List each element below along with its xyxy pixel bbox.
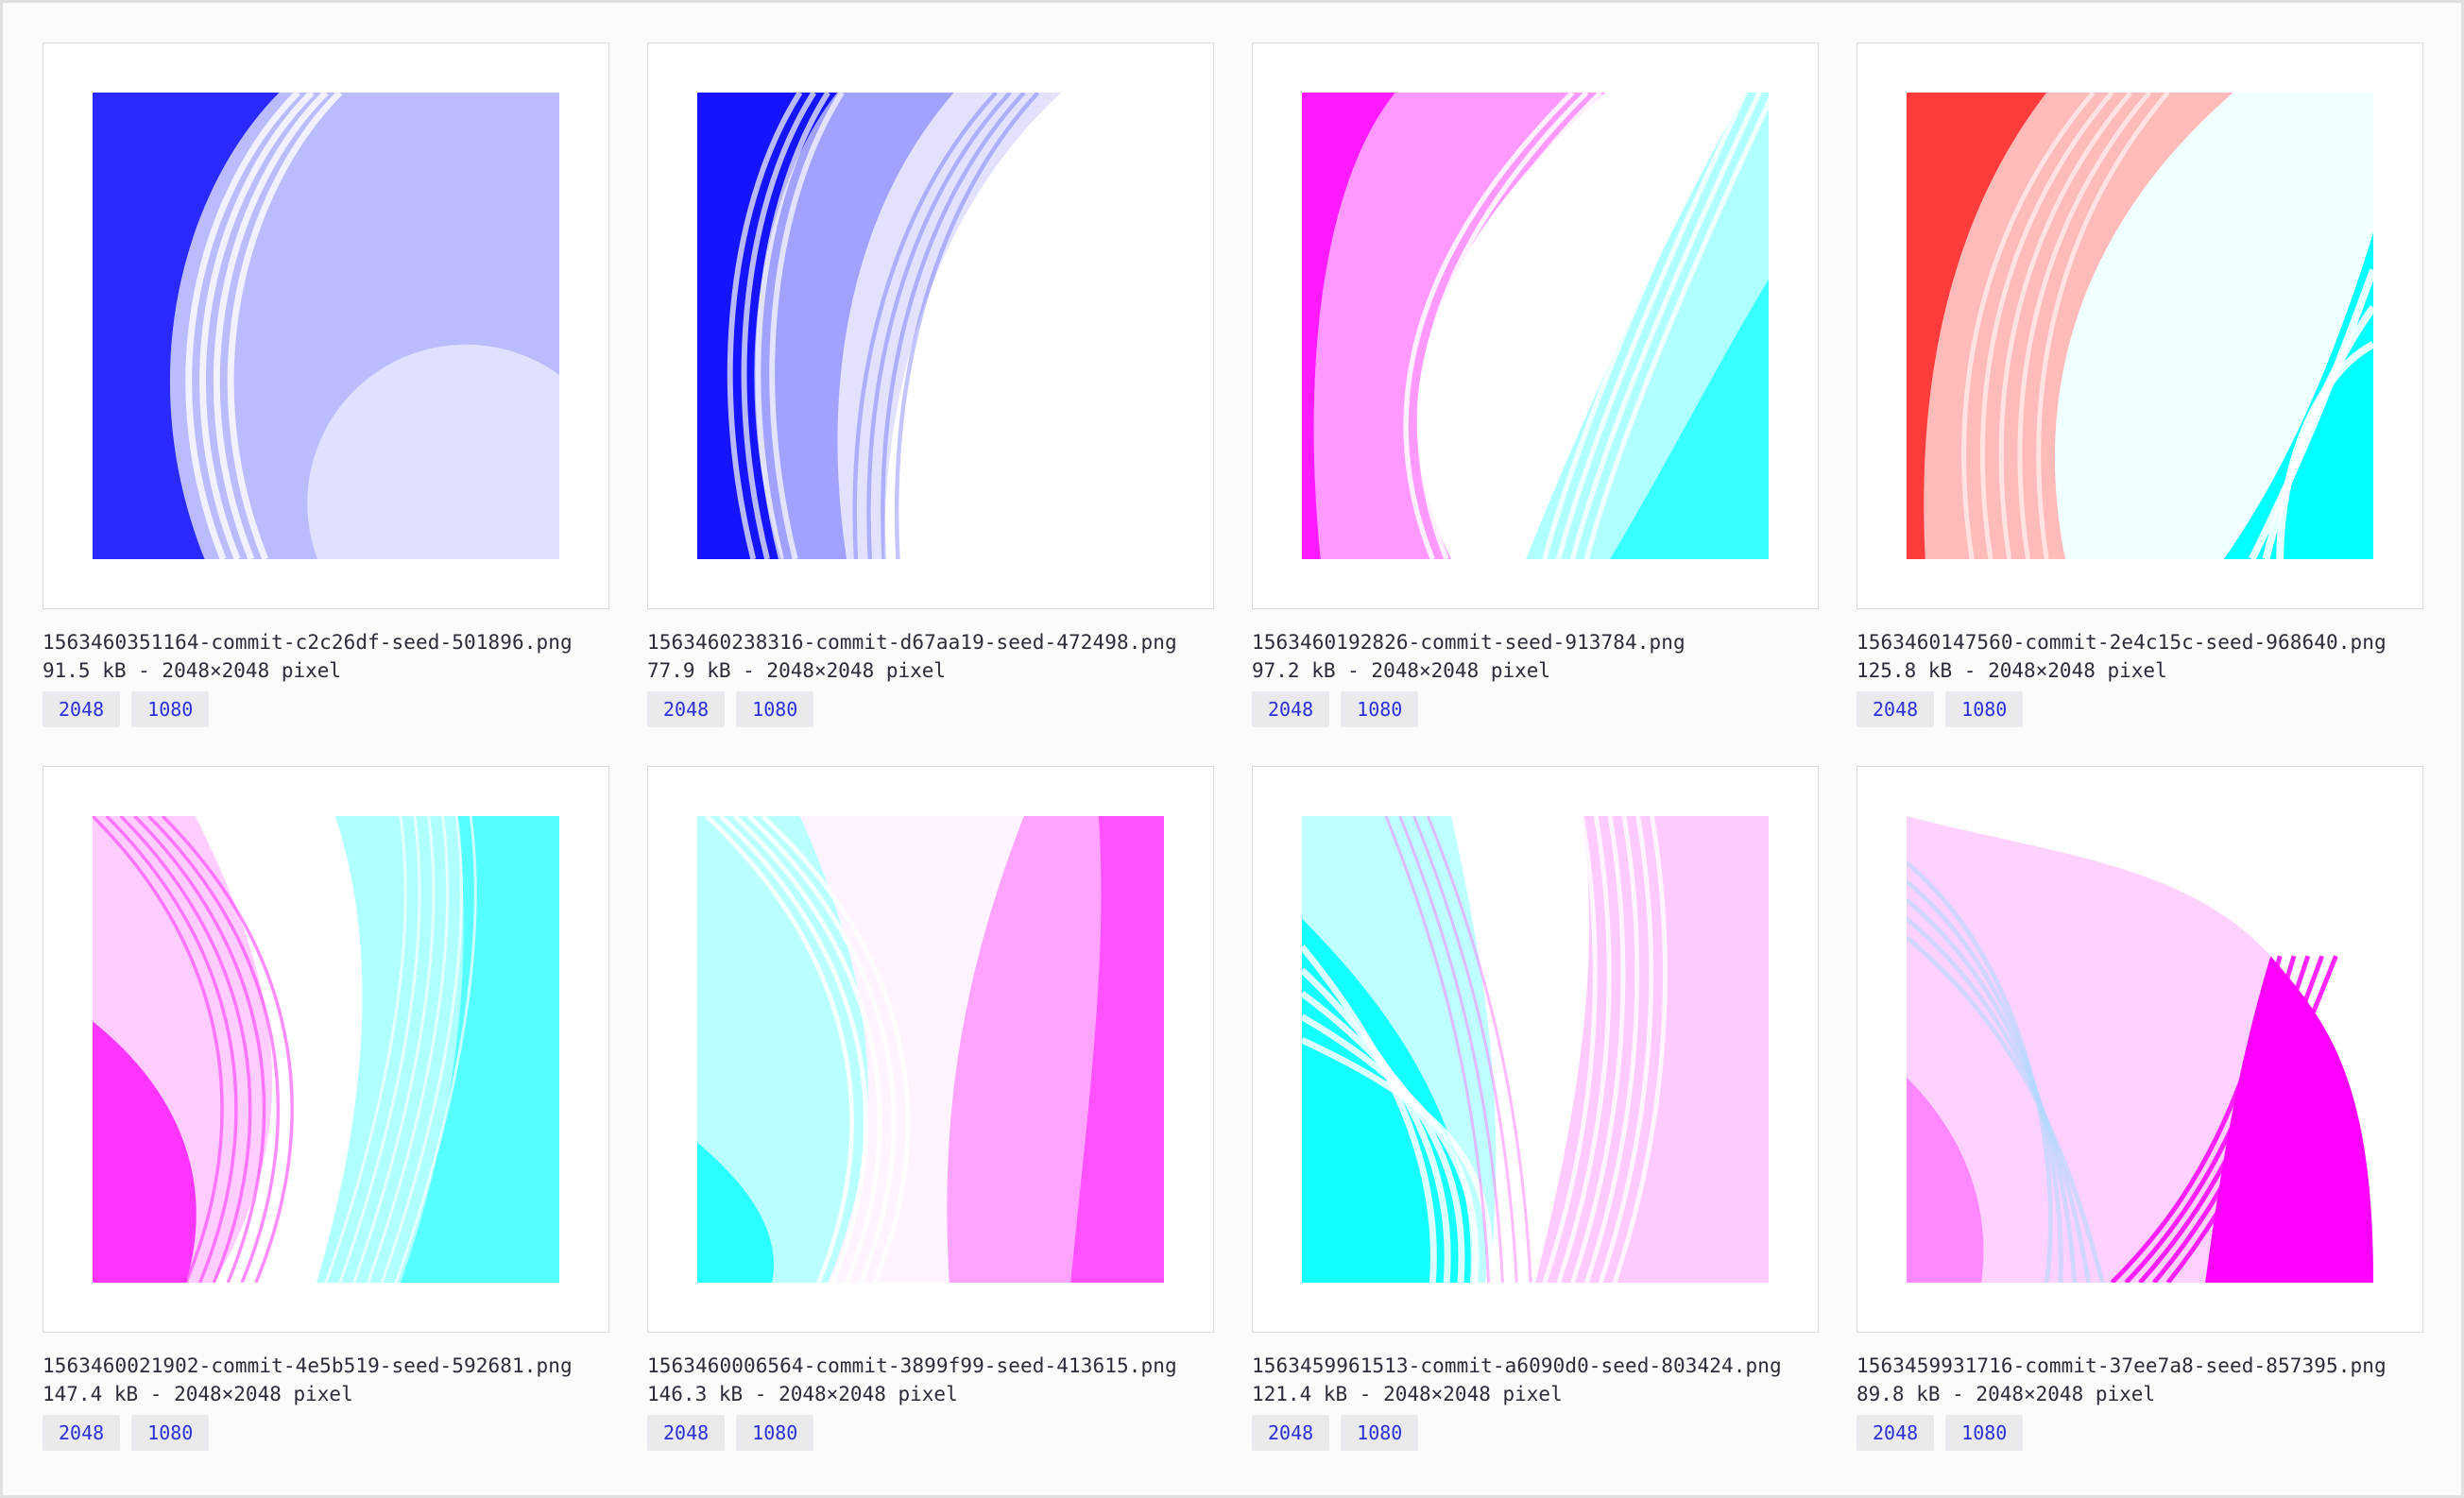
- file-meta: 97.2 kB - 2048×2048 pixel: [1252, 659, 1551, 682]
- file-meta: 89.8 kB - 2048×2048 pixel: [1857, 1383, 2156, 1405]
- artwork-thumbnail[interactable]: [1252, 766, 1819, 1333]
- file-name: 1563460006564-commit-3899f99-seed-413615…: [647, 1354, 1177, 1377]
- gallery-card: 1563460147560-commit-2e4c15c-seed-968640…: [1857, 43, 2423, 729]
- file-meta: 146.3 kB - 2048×2048 pixel: [647, 1383, 958, 1405]
- file-meta: 147.4 kB - 2048×2048 pixel: [43, 1383, 353, 1405]
- download-1080-button[interactable]: 1080: [1341, 691, 1419, 727]
- artwork-image: [697, 816, 1164, 1283]
- file-name: 1563460147560-commit-2e4c15c-seed-968640…: [1857, 631, 2387, 654]
- resolution-links: 2048 1080: [43, 1415, 609, 1453]
- gallery-card: 1563460351164-commit-c2c26df-seed-501896…: [43, 43, 609, 729]
- file-name: 1563459931716-commit-37ee7a8-seed-857395…: [1857, 1354, 2387, 1377]
- artwork-image: [93, 816, 559, 1283]
- artwork-image: [93, 93, 559, 559]
- artwork-image: [1907, 93, 2373, 559]
- gallery-card: 1563460021902-commit-4e5b519-seed-592681…: [43, 766, 609, 1453]
- download-2048-button[interactable]: 2048: [1857, 691, 1935, 727]
- file-meta: 91.5 kB - 2048×2048 pixel: [43, 659, 342, 682]
- resolution-links: 2048 1080: [1252, 1415, 1819, 1453]
- page-frame: 1563460351164-commit-c2c26df-seed-501896…: [3, 3, 2461, 1495]
- download-2048-button[interactable]: 2048: [647, 1415, 726, 1451]
- download-2048-button[interactable]: 2048: [1857, 1415, 1935, 1451]
- artwork-thumbnail[interactable]: [1857, 766, 2423, 1333]
- resolution-links: 2048 1080: [43, 691, 609, 729]
- download-1080-button[interactable]: 1080: [1945, 691, 2024, 727]
- file-meta: 77.9 kB - 2048×2048 pixel: [647, 659, 947, 682]
- gallery-card: 1563459931716-commit-37ee7a8-seed-857395…: [1857, 766, 2423, 1453]
- resolution-links: 2048 1080: [647, 691, 1214, 729]
- file-meta: 125.8 kB - 2048×2048 pixel: [1857, 659, 2167, 682]
- download-2048-button[interactable]: 2048: [647, 691, 726, 727]
- artwork-thumbnail[interactable]: [43, 766, 609, 1333]
- file-meta: 121.4 kB - 2048×2048 pixel: [1252, 1383, 1563, 1405]
- artwork-thumbnail[interactable]: [43, 43, 609, 609]
- download-2048-button[interactable]: 2048: [43, 691, 121, 727]
- download-1080-button[interactable]: 1080: [1945, 1415, 2024, 1451]
- download-1080-button[interactable]: 1080: [736, 1415, 814, 1451]
- download-2048-button[interactable]: 2048: [1252, 1415, 1330, 1451]
- download-1080-button[interactable]: 1080: [1341, 1415, 1419, 1451]
- file-name: 1563460192826-commit-seed-913784.png: [1252, 631, 1685, 654]
- file-name: 1563459961513-commit-a6090d0-seed-803424…: [1252, 1354, 1782, 1377]
- gallery-card: 1563459961513-commit-a6090d0-seed-803424…: [1252, 766, 1819, 1453]
- download-2048-button[interactable]: 2048: [1252, 691, 1330, 727]
- artwork-thumbnail[interactable]: [647, 766, 1214, 1333]
- gallery-card: 1563460006564-commit-3899f99-seed-413615…: [647, 766, 1214, 1453]
- artwork-image: [697, 93, 1164, 559]
- gallery-card: 1563460192826-commit-seed-913784.png 97.2…: [1252, 43, 1819, 729]
- file-name: 1563460021902-commit-4e5b519-seed-592681…: [43, 1354, 573, 1377]
- file-name: 1563460238316-commit-d67aa19-seed-472498…: [647, 631, 1177, 654]
- resolution-links: 2048 1080: [1252, 691, 1819, 729]
- artwork-thumbnail[interactable]: [1252, 43, 1819, 609]
- artwork-image: [1907, 816, 2373, 1283]
- download-1080-button[interactable]: 1080: [131, 1415, 210, 1451]
- image-gallery: 1563460351164-commit-c2c26df-seed-501896…: [3, 3, 2461, 1495]
- resolution-links: 2048 1080: [647, 1415, 1214, 1453]
- artwork-thumbnail[interactable]: [1857, 43, 2423, 609]
- download-2048-button[interactable]: 2048: [43, 1415, 121, 1451]
- resolution-links: 2048 1080: [1857, 1415, 2423, 1453]
- gallery-card: 1563460238316-commit-d67aa19-seed-472498…: [647, 43, 1214, 729]
- download-1080-button[interactable]: 1080: [736, 691, 814, 727]
- artwork-image: [1302, 93, 1769, 559]
- file-name: 1563460351164-commit-c2c26df-seed-501896…: [43, 631, 573, 654]
- resolution-links: 2048 1080: [1857, 691, 2423, 729]
- artwork-image: [1302, 816, 1769, 1283]
- download-1080-button[interactable]: 1080: [131, 691, 210, 727]
- artwork-thumbnail[interactable]: [647, 43, 1214, 609]
